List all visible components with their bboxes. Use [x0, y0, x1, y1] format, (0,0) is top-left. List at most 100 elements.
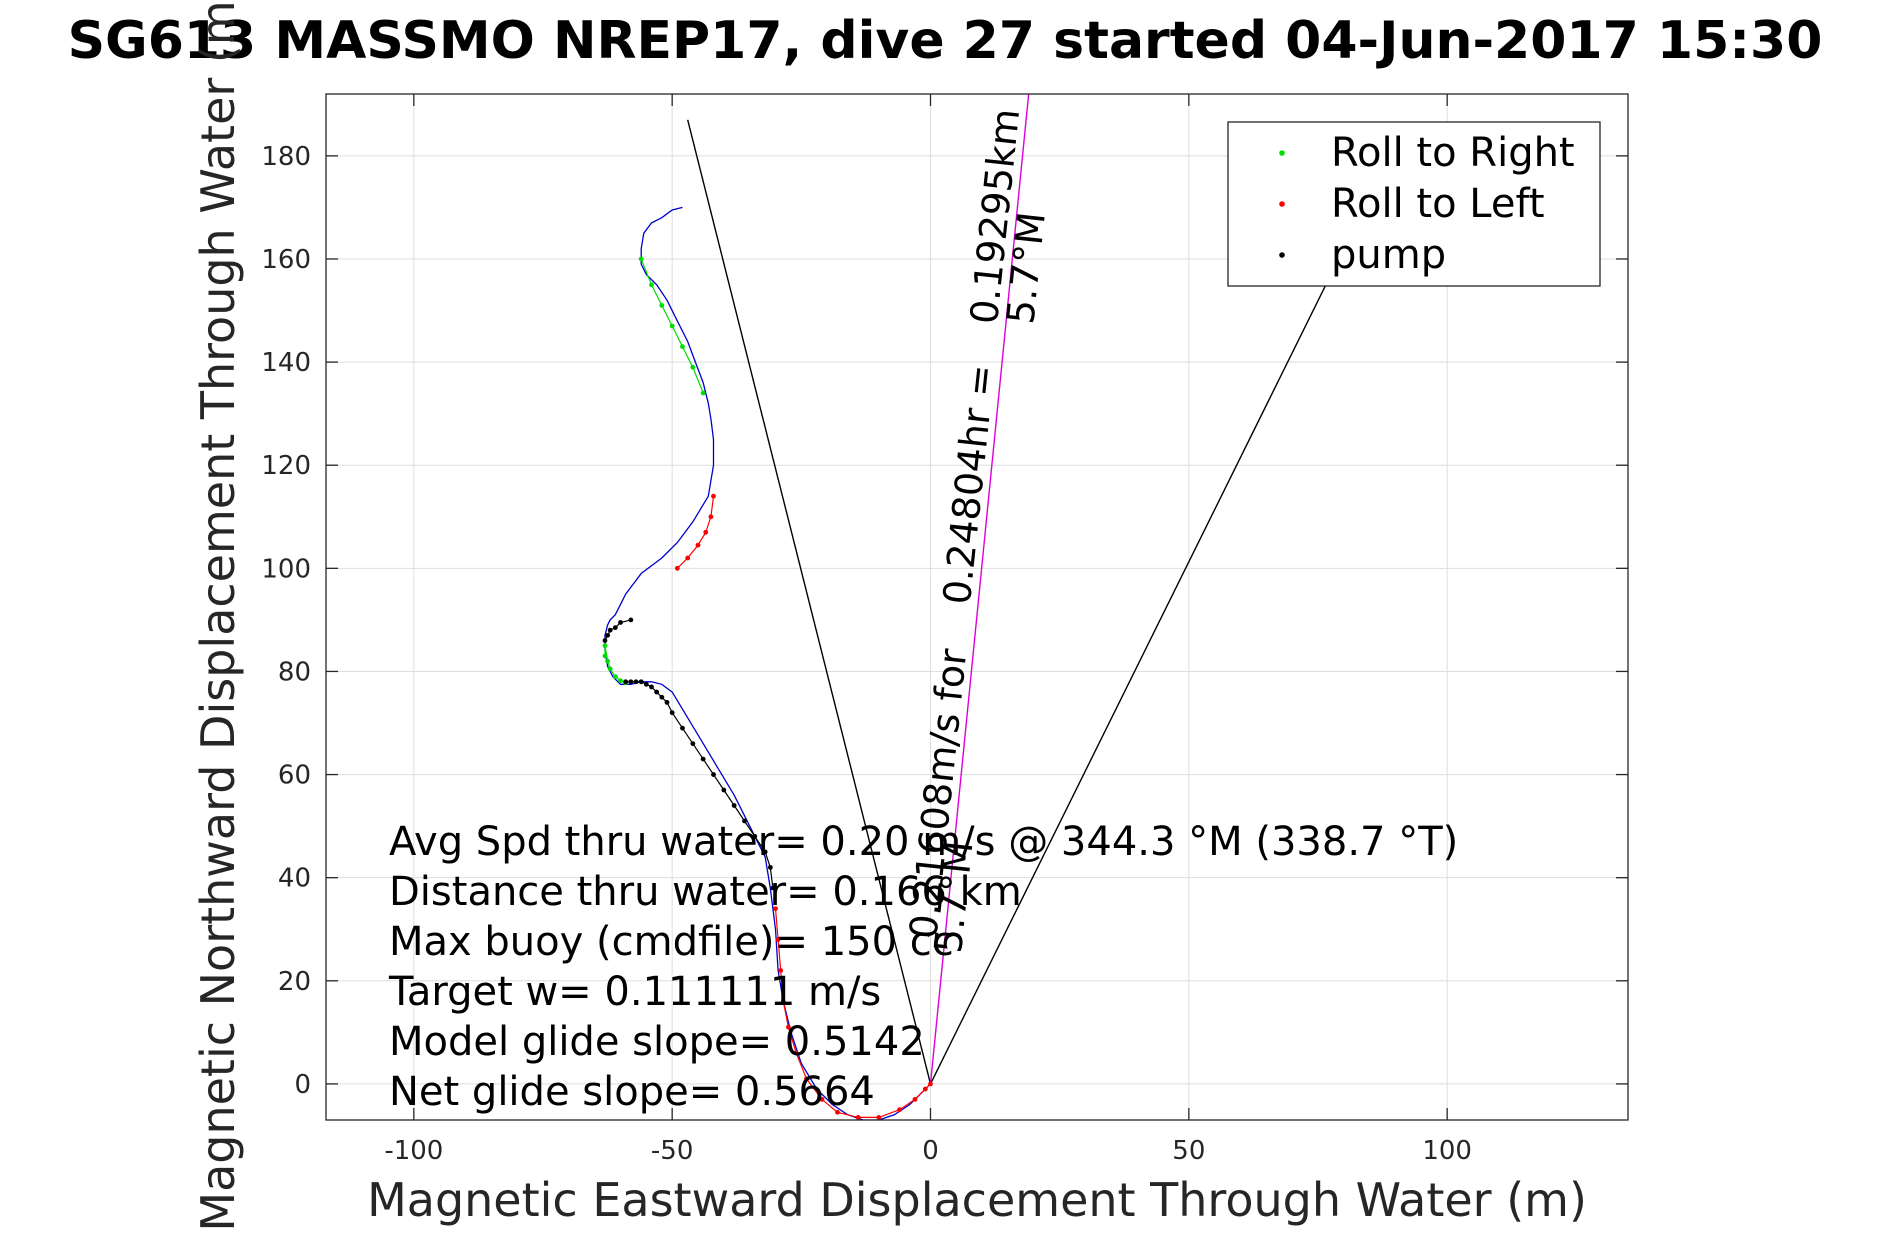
- axes-frame: [325, 93, 1629, 1121]
- stats-target-w: Target w= 0.111111 m/s: [388, 969, 881, 1015]
- pump-point: [649, 684, 654, 690]
- roll-left-point: [835, 1109, 840, 1115]
- roll-left-point: [922, 1086, 928, 1092]
- roll-left-point: [786, 1024, 791, 1030]
- roll-left-point: [708, 514, 714, 520]
- roll-left-point: [775, 937, 781, 942]
- pump-point: [659, 694, 665, 700]
- pump-point: [643, 681, 649, 687]
- pump-point: [638, 679, 644, 685]
- roll-right-point: [680, 344, 685, 350]
- reference-line: [929, 258, 1340, 1085]
- roll-left-point: [773, 906, 778, 912]
- y-tick-label: 100: [261, 554, 311, 584]
- pump-point: [690, 741, 696, 747]
- roll-right-point: [690, 364, 696, 370]
- roll-right-point: [649, 282, 654, 288]
- roll-left-point: [674, 565, 680, 571]
- pump-point: [628, 617, 634, 623]
- pump-point: [633, 679, 639, 685]
- stats-block: Avg Spd thru water= 0.20 m/s @ 344.3 °M …: [388, 819, 1458, 1115]
- y-tick-label: 0: [294, 1070, 311, 1100]
- y-axis-label: Magnetic Northward Displacement Through …: [191, 0, 245, 1232]
- y-tick-label: 20: [278, 967, 311, 997]
- legend-pump-label: pump: [1331, 232, 1446, 278]
- pump-point: [767, 864, 773, 870]
- roll-right-markers: [602, 256, 706, 686]
- x-tick-label: 50: [1172, 1136, 1205, 1166]
- pump-point: [752, 834, 758, 839]
- roll-right-point: [669, 323, 675, 329]
- stats-max-buoy: Max buoy (cmdfile)= 150 cc: [389, 919, 954, 965]
- axis-ticks: [326, 94, 1628, 1120]
- pump-point: [731, 803, 737, 808]
- x-tick-label: -100: [384, 1136, 443, 1166]
- pump-point: [605, 632, 610, 638]
- roll-left-segment: [676, 496, 715, 569]
- track-line: [604, 206, 931, 1120]
- x-tick-label: -50: [651, 1136, 693, 1166]
- y-tick-label: 80: [278, 657, 311, 687]
- roll-left-point: [804, 1076, 809, 1082]
- roll-left-point: [897, 1107, 902, 1113]
- roll-right-point: [618, 678, 623, 684]
- y-tick-label: 120: [261, 451, 311, 481]
- roll-right-point: [602, 643, 608, 649]
- legend-roll-left-label: Roll to Left: [1331, 181, 1545, 227]
- legend: Roll to Right Roll to Left pump: [1227, 121, 1601, 287]
- pump-point: [628, 679, 634, 685]
- stats-model-glide-slope: Model glide slope= 0.5142: [389, 1019, 925, 1065]
- roll-left-point: [695, 542, 701, 548]
- pump-point: [618, 620, 623, 625]
- roll-right-point: [607, 666, 613, 672]
- legend-roll-left-marker: [1279, 201, 1285, 207]
- x-tick-label: 100: [1422, 1136, 1472, 1166]
- x-axis-label: Magnetic Eastward Displacement Through W…: [367, 1173, 1587, 1227]
- pump-point: [607, 627, 613, 633]
- pump-markers: [602, 617, 776, 891]
- legend-roll-right-label: Roll to Right: [1331, 130, 1575, 176]
- chart-title: SG613 MASSMO NREP17, dive 27 started 04-…: [68, 11, 1823, 71]
- stats-distance: Distance thru water= 0.166 km: [389, 869, 1022, 915]
- roll-left-point: [855, 1115, 861, 1120]
- pump-point: [762, 849, 768, 855]
- pump-point: [711, 772, 716, 777]
- stats-avg-speed: Avg Spd thru water= 0.20 m/s @ 344.3 °M …: [389, 819, 1458, 865]
- roll-left-point: [912, 1096, 918, 1102]
- roll-right-point: [700, 390, 706, 396]
- roll-right-point: [638, 256, 644, 262]
- stats-net-glide-slope: Net glide slope= 0.5664: [389, 1069, 875, 1115]
- roll-left-point: [711, 493, 716, 499]
- y-tick-label: 140: [261, 348, 311, 378]
- roll-left-point: [819, 1096, 825, 1102]
- legend-pump-marker: [1279, 252, 1285, 258]
- y-tick-label: 180: [261, 142, 311, 172]
- pump-point: [623, 679, 629, 685]
- y-tick-label: 60: [278, 761, 311, 791]
- legend-box: [1227, 121, 1601, 287]
- pump-point: [612, 625, 618, 631]
- roll-right-point: [612, 674, 618, 680]
- pump-point: [700, 756, 706, 762]
- pump-point: [669, 710, 675, 716]
- pump-point: [680, 725, 685, 731]
- roll-left-point: [928, 1081, 933, 1087]
- y-tick-label: 160: [261, 245, 311, 275]
- pump-point: [664, 699, 670, 705]
- roll-left-point: [703, 529, 709, 535]
- pump-point: [602, 638, 608, 643]
- reference-line: [929, 94, 1030, 1084]
- roll-left-point: [778, 968, 784, 973]
- roll-right-point: [602, 653, 608, 659]
- plot-content: [602, 94, 1340, 1120]
- roll-left-point: [876, 1115, 882, 1120]
- roll-left-point: [793, 1050, 799, 1056]
- roll-left-markers: [674, 493, 933, 1120]
- pump-point: [721, 787, 727, 793]
- reference-lines: [686, 94, 1340, 1085]
- reference-line: [686, 119, 932, 1085]
- roll-left-point: [780, 999, 786, 1004]
- x-tick-label: 0: [922, 1136, 939, 1166]
- legend-roll-right-marker: [1279, 150, 1285, 156]
